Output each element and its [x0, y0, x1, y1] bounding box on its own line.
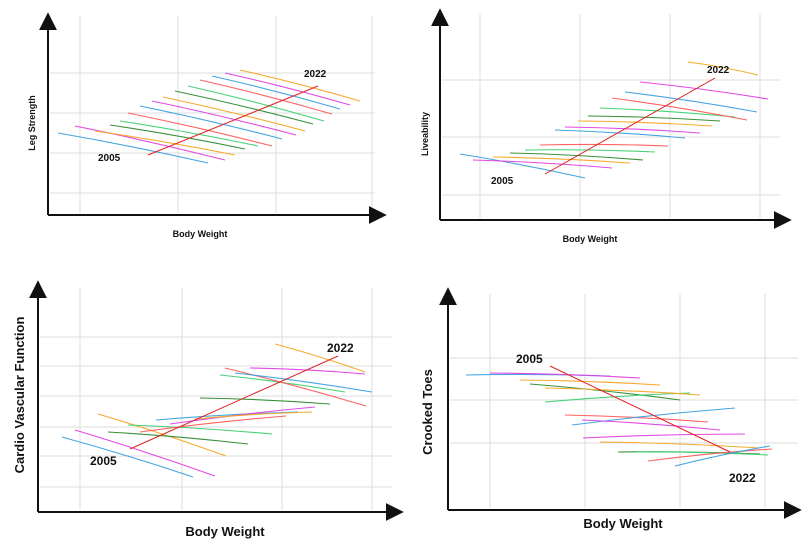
series-line	[107, 431, 249, 445]
series-line	[74, 125, 226, 161]
annotation-2005: 2005	[98, 153, 121, 164]
trend-line	[147, 85, 319, 156]
series-line	[582, 433, 746, 439]
series-line	[571, 407, 736, 426]
series-line	[139, 105, 283, 140]
series-lines	[57, 69, 361, 164]
chart-cardio-vascular-function: Body Weight Cardio Vascular Function 200…	[12, 280, 404, 539]
series-lines	[459, 61, 769, 179]
x-axis-label: Body Weight	[583, 516, 663, 531]
series-lines	[465, 365, 773, 467]
y-axis-label: Liveability	[420, 112, 430, 156]
series-line	[624, 91, 758, 113]
series-line	[109, 124, 246, 150]
annotation-2005: 2005	[491, 176, 514, 187]
series-line	[611, 97, 748, 121]
series-line	[97, 413, 227, 457]
series-line	[119, 120, 259, 147]
y-axis-label: Cardio Vascular Function	[12, 317, 27, 474]
series-line	[127, 112, 273, 147]
series-line	[472, 159, 613, 169]
chart-leg-strength: Body Weight Leg Strength 2005 2022	[27, 12, 387, 239]
series-line	[577, 120, 713, 127]
series-line	[127, 424, 273, 435]
series-line	[509, 152, 644, 161]
series-line	[94, 130, 236, 156]
x-axis-label: Body Weight	[563, 234, 618, 244]
series-line	[151, 100, 297, 136]
series-line	[224, 367, 367, 407]
series-line	[581, 419, 721, 431]
annotation-2005: 2005	[90, 454, 117, 468]
trend-line	[129, 355, 339, 450]
series-line	[57, 132, 209, 164]
series-line	[687, 61, 759, 76]
series-line	[234, 372, 373, 393]
series-line	[162, 96, 306, 132]
trend-line	[544, 77, 716, 175]
series-line	[519, 379, 661, 386]
chart-liveability: Body Weight Liveability 2005 2022	[420, 8, 792, 244]
annotation-2022: 2022	[304, 69, 327, 80]
series-line	[239, 69, 361, 102]
series-lines	[61, 343, 373, 478]
series-line	[674, 445, 771, 467]
grid	[50, 16, 375, 213]
series-line	[564, 414, 709, 423]
series-line	[274, 343, 366, 373]
series-line	[211, 75, 341, 110]
series-line	[199, 397, 331, 405]
series-line	[599, 107, 736, 118]
grid	[40, 288, 392, 510]
series-line	[492, 156, 631, 164]
series-line	[199, 79, 333, 115]
series-line	[224, 72, 351, 106]
annotation-2022: 2022	[327, 341, 354, 355]
series-line	[524, 149, 656, 153]
series-line	[544, 392, 691, 403]
trend-line	[549, 365, 731, 453]
series-line	[74, 429, 216, 477]
series-line	[187, 85, 325, 122]
series-line	[554, 129, 686, 139]
series-line	[539, 143, 669, 147]
series-line	[587, 115, 721, 122]
annotation-2005: 2005	[516, 352, 543, 366]
series-line	[635, 451, 769, 456]
x-axis-label: Body Weight	[185, 524, 265, 539]
series-line	[139, 415, 287, 433]
series-line	[647, 448, 773, 462]
series-line	[544, 387, 701, 396]
series-line	[564, 126, 701, 134]
x-axis-label: Body Weight	[173, 229, 228, 239]
series-line	[599, 441, 761, 449]
series-line	[489, 372, 641, 379]
series-line	[249, 367, 366, 375]
chart-crooked-toes: Body Weight Crooked Toes 2005 2022	[420, 287, 802, 531]
series-line	[169, 406, 316, 425]
series-line	[529, 383, 681, 401]
y-axis-label: Leg Strength	[27, 95, 37, 151]
grid	[450, 294, 798, 508]
series-line	[639, 81, 769, 100]
series-line	[459, 153, 586, 179]
y-axis-label: Crooked Toes	[420, 369, 435, 455]
annotation-2022: 2022	[707, 65, 730, 76]
series-line	[174, 90, 314, 125]
series-line	[61, 436, 194, 478]
series-line	[194, 411, 313, 420]
annotation-2022: 2022	[729, 471, 756, 485]
